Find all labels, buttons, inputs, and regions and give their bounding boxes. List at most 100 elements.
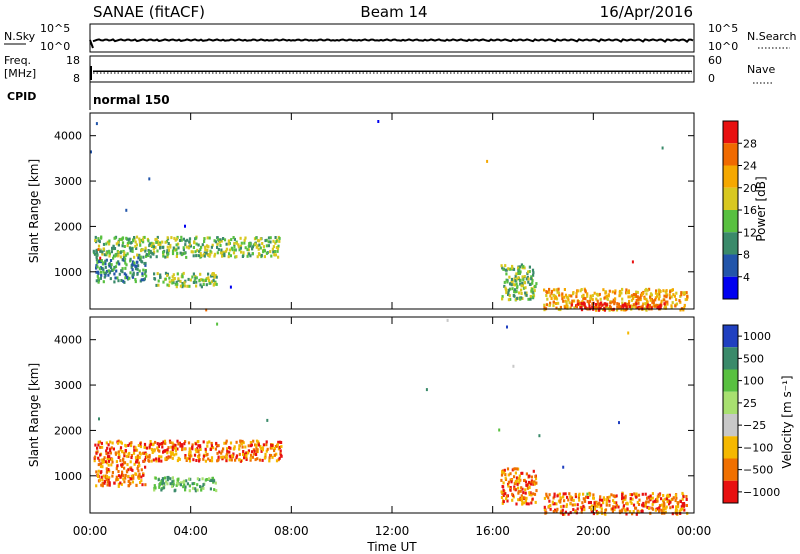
echo-cell <box>117 243 120 247</box>
echo-cell <box>131 275 135 279</box>
echo-cell <box>517 486 520 490</box>
echo-cell <box>124 449 127 452</box>
echo-cell <box>181 447 184 451</box>
echo-cell <box>193 453 197 457</box>
nave-tick-top: 60 <box>708 54 722 67</box>
echo-cell <box>500 496 504 499</box>
echo-cell <box>654 291 658 295</box>
echo-cell <box>171 448 174 452</box>
echo-cell <box>217 238 220 241</box>
echo-cell <box>188 284 191 288</box>
echo-cell <box>516 482 519 486</box>
echo-cell <box>679 294 682 298</box>
echo-cell <box>152 242 155 246</box>
echo-cell <box>202 454 205 458</box>
echo-cell <box>278 239 281 243</box>
echo-cell <box>524 480 528 484</box>
echo-cell <box>265 251 268 255</box>
echo-cell <box>555 288 558 292</box>
echo-cell <box>215 275 218 279</box>
echo-cell <box>665 505 668 509</box>
echo-cell <box>663 504 666 508</box>
colorbar-tick-label: −1000 <box>743 486 780 499</box>
echo-cell <box>195 242 198 246</box>
echo-cell <box>275 452 278 456</box>
echo-cell <box>104 259 107 263</box>
echo-cell <box>682 291 685 295</box>
echo-cell <box>274 241 277 245</box>
echo-cell <box>576 503 579 507</box>
echo-cell <box>593 507 597 511</box>
echo-cell <box>175 483 178 487</box>
echo-cell <box>529 482 532 486</box>
echo-cell <box>142 473 145 477</box>
echo-cell <box>152 252 155 256</box>
echo-cell <box>644 501 647 505</box>
echo-cell <box>598 501 601 505</box>
echo-cell <box>519 282 522 286</box>
echo-cell <box>163 476 167 480</box>
echo-cell <box>684 298 687 302</box>
echo-cell <box>183 483 186 487</box>
echo-cell <box>534 500 537 504</box>
echo-cell <box>599 306 602 310</box>
x-tick-label: 20:00 <box>576 524 611 538</box>
echo-cell <box>533 289 536 293</box>
echo-cell <box>114 451 117 455</box>
echo-cell <box>608 289 611 293</box>
echo-cell <box>185 245 188 249</box>
echo-cell <box>196 477 199 481</box>
echo-cell <box>680 291 683 295</box>
echo-cell <box>145 453 148 456</box>
echo-cell <box>577 493 581 497</box>
echo-cell <box>100 273 103 277</box>
echo-cell <box>219 251 223 255</box>
echo-cell <box>256 255 259 259</box>
echo-cell <box>647 495 650 499</box>
echo-cell <box>191 482 194 486</box>
y-tick-label: 3000 <box>54 175 82 188</box>
freq-frame <box>89 55 695 83</box>
echo-cell <box>263 255 266 259</box>
echo-cell <box>276 247 280 251</box>
echo-cell <box>562 299 565 303</box>
echo-cell <box>152 245 155 249</box>
echo-cell <box>523 501 526 505</box>
echo-cell <box>149 243 152 247</box>
echo-cell <box>647 500 650 504</box>
echo-cell <box>637 503 641 506</box>
echo-cell <box>543 303 546 307</box>
echo-cell <box>632 303 635 307</box>
echo-cell <box>163 439 167 443</box>
echo-cell <box>241 439 244 443</box>
echo-cell <box>126 470 129 474</box>
echo-cell <box>111 471 114 474</box>
echo-cell <box>203 254 206 258</box>
echo-cell <box>635 298 638 302</box>
echo-cell <box>548 493 551 497</box>
colorbar-segment <box>723 165 738 188</box>
echo-cell <box>520 496 523 500</box>
echo-cell <box>172 443 175 447</box>
echo-cell <box>144 455 147 459</box>
echo-cell <box>265 449 268 453</box>
echo-cell <box>161 245 164 249</box>
echo-cell <box>192 272 195 276</box>
echo-cell <box>188 240 191 244</box>
echo-cell <box>97 277 100 281</box>
echo-cell <box>531 287 534 291</box>
echo-cell <box>126 276 129 279</box>
echo-cell <box>232 236 235 239</box>
echo-cell <box>562 512 565 516</box>
echo-cell <box>134 264 137 268</box>
echo-cell <box>116 464 119 468</box>
echo-cell <box>176 252 179 255</box>
echo-cell <box>136 253 139 257</box>
echo-cell <box>532 294 536 298</box>
echo-cell <box>196 447 199 451</box>
colorbar-frame <box>722 324 739 504</box>
echo-cell <box>644 492 647 496</box>
echo-cell <box>607 294 610 298</box>
echo-cell <box>641 509 644 513</box>
echo-cell <box>182 246 185 250</box>
